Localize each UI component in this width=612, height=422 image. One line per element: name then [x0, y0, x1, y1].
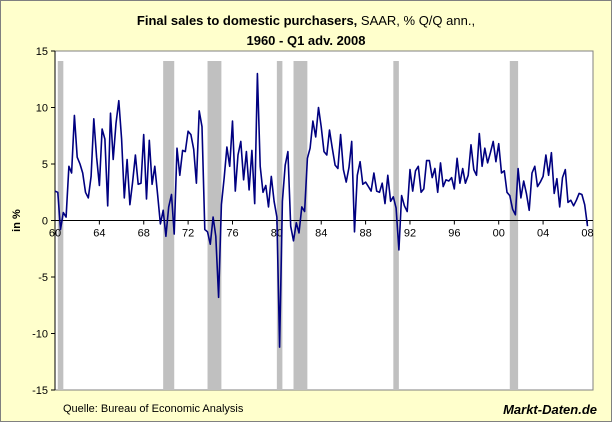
recession-band-6: [509, 61, 519, 390]
chart-title-suffix: SAAR, % Q/Q ann.,: [357, 13, 476, 28]
chart-title-main: Final sales to domestic purchasers,: [136, 13, 358, 28]
y-tick-label: 10: [36, 103, 48, 115]
source-note: Quelle: Bureau of Economic Analysis: [63, 403, 244, 415]
x-tick-label: 96: [448, 228, 460, 240]
x-tick-label: 60: [49, 228, 61, 240]
x-tick-label: 04: [537, 228, 549, 240]
brand-label: Markt-Daten.de: [503, 402, 597, 417]
recession-band-5: [393, 61, 399, 390]
x-tick-label: 76: [226, 228, 238, 240]
x-tick-label: 00: [493, 228, 505, 240]
x-tick-label: 08: [581, 228, 593, 240]
y-tick-label: 5: [42, 159, 48, 171]
x-tick-label: 64: [93, 228, 105, 240]
y-tick-label: -5: [38, 272, 48, 284]
y-tick-label: -10: [32, 329, 48, 341]
y-tick-label: -15: [32, 385, 48, 397]
y-axis-label: in %: [11, 209, 23, 232]
x-tick-label: 68: [138, 228, 150, 240]
x-tick-label: 72: [182, 228, 194, 240]
chart-subtitle: 1960 - Q1 adv. 2008: [246, 33, 366, 48]
y-tick-label: 15: [36, 46, 48, 58]
recession-band-1: [163, 61, 175, 390]
x-tick-label: 84: [315, 228, 327, 240]
y-tick-label: 0: [42, 216, 48, 228]
chart-title: Final sales to domestic purchasers, SAAR…: [1, 13, 611, 28]
x-tick-label: 88: [359, 228, 371, 240]
recession-band-3: [276, 61, 283, 390]
x-tick-label: 92: [404, 228, 416, 240]
series-line: [54, 72, 589, 348]
